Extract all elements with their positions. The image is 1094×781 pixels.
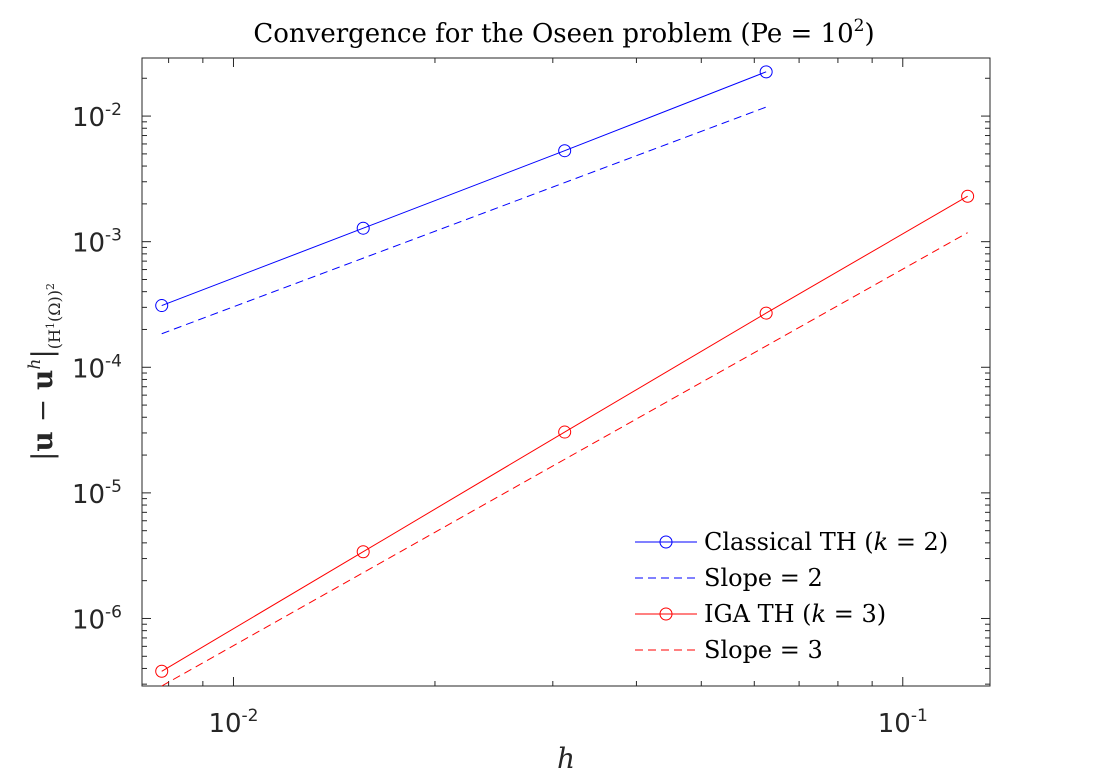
chart-title-close: ) (864, 19, 874, 49)
data-point-classical-th-k-2 (759, 65, 773, 79)
data-point-iga-th-k-3 (155, 664, 169, 678)
legend-item-slope-2: Slope = 2 (635, 564, 823, 592)
y-tick-label-3: 10-3 (72, 226, 122, 259)
series-line-classical-th-k-2 (161, 71, 767, 307)
legend-marker-iga-th (659, 607, 673, 621)
data-point-iga-th-k-3 (356, 545, 370, 559)
series-line-iga-th-k-3 (161, 195, 968, 672)
legend-item-classical-th: Classical TH (k = 2) (635, 528, 948, 556)
legend: Classical TH (k = 2) Slope = 2 IGA TH (k… (618, 520, 978, 672)
data-point-classical-th-k-2 (155, 299, 169, 313)
data-point-iga-th-k-3 (961, 189, 975, 203)
legend-label-classical-th: Classical TH (k = 2) (704, 528, 948, 556)
legend-label-slope-2: Slope = 2 (704, 564, 823, 592)
data-point-classical-th-k-2 (558, 144, 572, 158)
legend-label-iga-th: IGA TH (k = 3) (704, 600, 886, 628)
data-point-iga-th-k-3 (558, 425, 572, 439)
y-tick-label-4: 10-2 (72, 100, 122, 133)
x-tick-label-1: 10-1 (878, 706, 928, 739)
legend-item-slope-3: Slope = 3 (635, 636, 823, 664)
legend-marker-classical-th (659, 535, 673, 549)
legend-box (618, 520, 978, 672)
y-tick-label-0: 10-6 (72, 602, 122, 635)
series-line-slope-2 (161, 106, 767, 335)
legend-label-slope-3: Slope = 3 (704, 636, 823, 664)
chart-title: Convergence for the Oseen problem (Pe = … (253, 16, 874, 49)
data-series (155, 65, 975, 687)
y-tick-label-1: 10-5 (72, 477, 122, 510)
chart-title-exponent: 2 (854, 16, 865, 36)
chart-title-main: Convergence for the Oseen problem (Pe = … (253, 19, 853, 49)
x-axis-label: h (557, 742, 575, 775)
legend-item-iga-th: IGA TH (k = 3) (635, 600, 886, 628)
data-point-classical-th-k-2 (356, 221, 370, 235)
data-point-iga-th-k-3 (759, 306, 773, 320)
axis-ticks (142, 58, 990, 686)
x-tick-label-0: 10-2 (208, 706, 258, 739)
y-tick-label-2: 10-4 (72, 351, 122, 384)
y-axis-label: |u − uh|(H1(Ω))2 (25, 283, 64, 461)
series-line-slope-3 (161, 232, 968, 687)
